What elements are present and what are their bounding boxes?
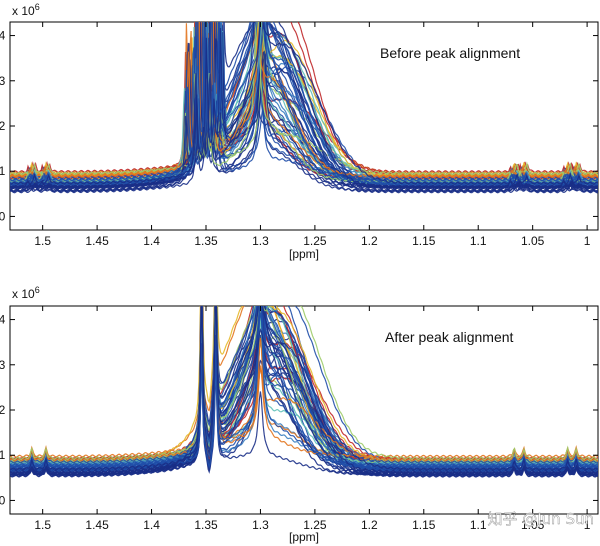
- watermark: 知乎 @Jun Sun: [487, 510, 594, 528]
- annotation-after: After peak alignment: [385, 329, 514, 345]
- spectrum-line: [10, 306, 598, 470]
- axis-ticks-bottom: 1.5 1.45 1.4 1.35 1.3 1.25 1.2 1.15 1.1 1.05 1 0 1 2 3…: [0, 306, 598, 532]
- x-tick-label: 1.5: [34, 518, 51, 532]
- y-exponent-bottom: x 106: [12, 285, 40, 301]
- x-tick-label: 1.3: [252, 234, 269, 248]
- spectrum-line: [10, 22, 598, 189]
- x-tick-label: 1.4: [143, 234, 160, 248]
- y-exponent-top: x 106: [12, 2, 40, 18]
- axis-ticks-top: 1.5 1.45 1.4 1.35 1.3 1.25 1.2 1.15 1.1 1.05 1 0 1 2 3…: [0, 22, 598, 248]
- x-tick-label: 1.2: [361, 518, 378, 532]
- y-tick-label: 2: [0, 403, 6, 417]
- spectrum-line: [10, 306, 598, 460]
- x-tick-label: 1.05: [521, 234, 545, 248]
- spectrum-line: [10, 22, 598, 191]
- spectrum-line: [10, 22, 598, 193]
- y-tick-label: 3: [0, 358, 6, 372]
- x-tick-label: 1.1: [470, 518, 487, 532]
- y-tick-label: 4: [0, 29, 6, 43]
- spectra-series-bottom: [10, 306, 598, 478]
- y-tick-label: 1: [0, 164, 6, 178]
- x-axis-label-bottom: [ppm]: [289, 530, 319, 544]
- x-tick-label: 1.3: [252, 518, 269, 532]
- spectrum-line: [10, 22, 598, 178]
- spectrum-line: [10, 22, 598, 174]
- x-tick-label: 1.15: [412, 234, 436, 248]
- y-tick-label: 4: [0, 313, 6, 327]
- x-axis-label-top: [ppm]: [289, 247, 319, 261]
- spectrum-line: [10, 306, 598, 462]
- x-tick-label: 1.4: [143, 518, 160, 532]
- x-tick-label: 1.25: [303, 518, 327, 532]
- spectrum-line: [10, 22, 598, 188]
- spectrum-line: [10, 22, 598, 182]
- panel-before-alignment: 1.5 1.45 1.4 1.35 1.3 1.25 1.2 1.15 1.1 1.05 1 0 1 2 3…: [0, 2, 599, 261]
- y-tick-label: 0: [0, 209, 6, 223]
- spectra-series-top: [10, 22, 598, 194]
- spectrum-line: [10, 312, 598, 471]
- spectrum-line: [10, 22, 598, 185]
- x-tick-label: 1.2: [361, 234, 378, 248]
- spectrum-line: [10, 22, 598, 175]
- annotation-before: Before peak alignment: [380, 45, 520, 61]
- spectrum-line: [10, 306, 598, 476]
- x-tick-label: 1.45: [85, 518, 109, 532]
- y-tick-label: 2: [0, 119, 6, 133]
- y-tick-label: 0: [0, 493, 6, 507]
- spectrum-line: [10, 306, 598, 471]
- x-tick-label: 1.35: [194, 234, 218, 248]
- x-tick-label: 1.5: [34, 234, 51, 248]
- spectrum-line: [10, 306, 598, 458]
- x-tick-label: 1.45: [85, 234, 109, 248]
- y-tick-label: 1: [0, 448, 6, 462]
- spectrum-line: [10, 22, 598, 185]
- x-tick-label: 1: [584, 518, 591, 532]
- x-tick-label: 1.1: [470, 234, 487, 248]
- x-tick-label: 1.25: [303, 234, 327, 248]
- spectrum-line: [10, 306, 598, 467]
- y-tick-label: 3: [0, 74, 6, 88]
- spectrum-line: [10, 306, 598, 477]
- x-tick-label: 1.35: [194, 518, 218, 532]
- spectrum-line: [10, 306, 598, 464]
- x-tick-label: 1: [584, 234, 591, 248]
- panel-after-alignment: 1.5 1.45 1.4 1.35 1.3 1.25 1.2 1.15 1.1 1.05 1 0 1 2 3…: [0, 285, 599, 544]
- x-tick-label: 1.05: [521, 518, 545, 532]
- x-tick-label: 1.15: [412, 518, 436, 532]
